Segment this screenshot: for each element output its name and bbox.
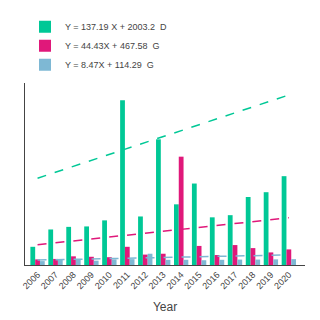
svg-text:2006: 2006 bbox=[21, 270, 42, 291]
svg-text:2013: 2013 bbox=[147, 270, 168, 291]
svg-text:2012: 2012 bbox=[129, 270, 150, 291]
svg-text:2017: 2017 bbox=[218, 270, 239, 291]
svg-text:2011: 2011 bbox=[111, 270, 132, 291]
svg-text:2018: 2018 bbox=[236, 270, 257, 291]
svg-text:2014: 2014 bbox=[165, 270, 186, 291]
svg-text:2009: 2009 bbox=[75, 270, 96, 291]
svg-text:2010: 2010 bbox=[93, 270, 114, 291]
svg-text:Y = 137.19 X + 2003.2 D: Y = 137.19 X + 2003.2 D bbox=[65, 22, 167, 32]
svg-text:Year: Year bbox=[153, 300, 177, 314]
svg-text:2015: 2015 bbox=[182, 270, 203, 291]
svg-text:2007: 2007 bbox=[39, 270, 60, 291]
svg-text:2020: 2020 bbox=[272, 270, 293, 291]
svg-text:2016: 2016 bbox=[200, 270, 221, 291]
svg-text:Y = 44.43X + 467.58 G: Y = 44.43X + 467.58 G bbox=[65, 41, 159, 51]
svg-text:2019: 2019 bbox=[254, 270, 275, 291]
svg-text:Y = 8.47X + 114.29 G: Y = 8.47X + 114.29 G bbox=[65, 60, 154, 70]
svg-text:2008: 2008 bbox=[57, 270, 78, 291]
